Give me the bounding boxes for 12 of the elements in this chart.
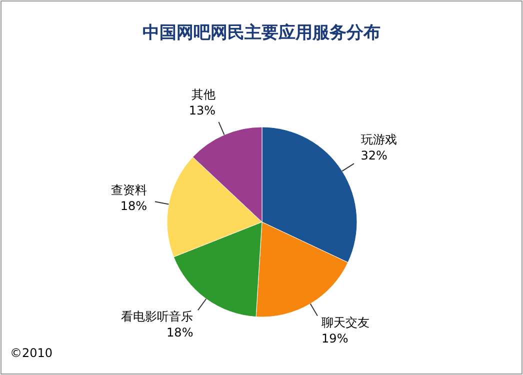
chart-title: 中国网吧网民主要应用服务分布 bbox=[142, 23, 380, 43]
data-label: 19% bbox=[322, 332, 348, 346]
slice-label: 其他 bbox=[192, 88, 216, 102]
slice-label: 看电影听音乐 bbox=[121, 310, 194, 324]
data-label: 32% bbox=[360, 148, 388, 162]
data-label: 18% bbox=[166, 326, 194, 340]
data-label: 18% bbox=[120, 199, 148, 214]
slice-label: 聊天交友 bbox=[322, 316, 370, 330]
slice-label: 查资料 bbox=[111, 183, 148, 198]
text: ©2010 bbox=[10, 346, 53, 360]
slice-label: 玩游戏 bbox=[360, 132, 397, 146]
data-label: 13% bbox=[188, 104, 216, 118]
